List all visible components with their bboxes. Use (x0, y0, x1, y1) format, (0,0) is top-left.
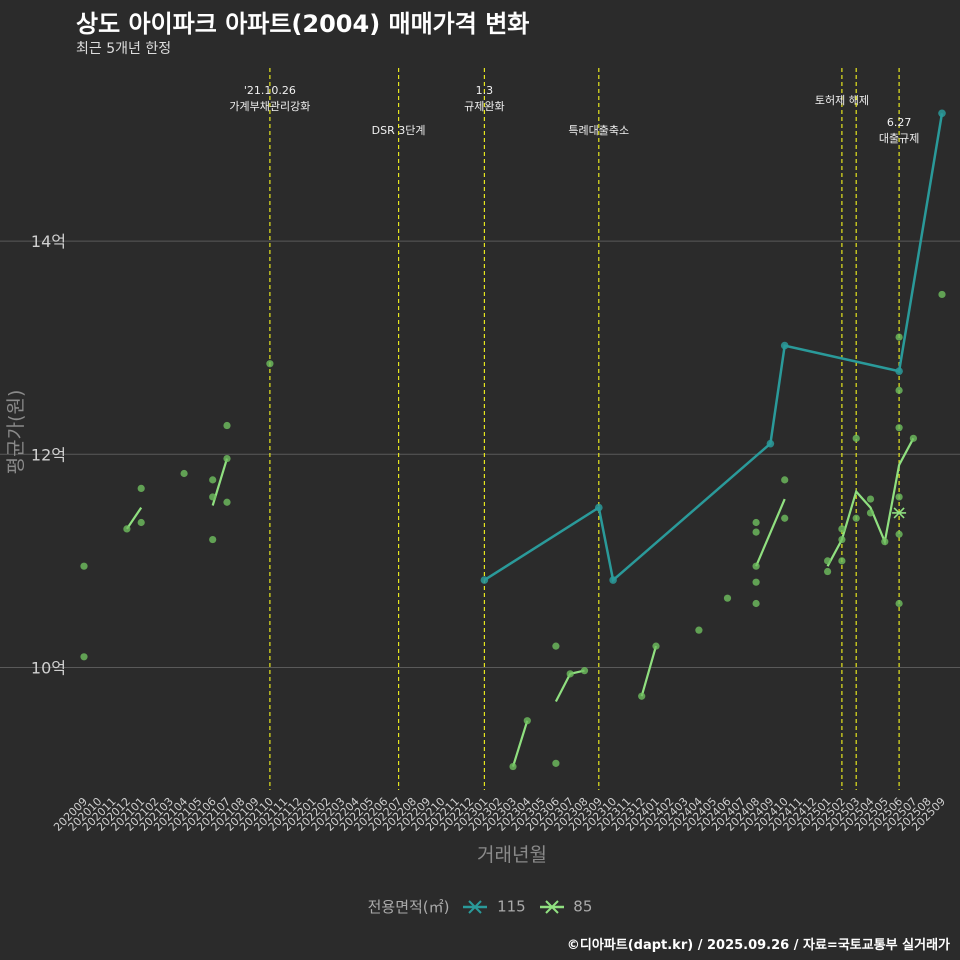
series-85-point (838, 557, 846, 565)
series-85-point (752, 599, 760, 608)
series-85-point (695, 626, 703, 634)
legend: 전용면적(㎡) 115 85 (0, 896, 960, 917)
data-points (80, 109, 946, 771)
series-85-point (895, 333, 903, 341)
event-label: 특례대출축소 (568, 124, 629, 137)
y-tick-labels: 10억 12억 14억 (31, 232, 66, 677)
series-85-point (723, 594, 732, 602)
event-label: DSR 3단계 (372, 124, 426, 137)
series-85-point (123, 525, 131, 533)
series-85-line (511, 720, 529, 767)
series-85-point (895, 599, 903, 608)
event-label: 대출규제 (879, 132, 919, 145)
event-label: 규제완화 (464, 100, 504, 113)
series-85-point (652, 642, 660, 650)
marker-stroke (893, 507, 905, 519)
chart-title: 상도 아이파크 아파트(2004) 매매가격 변화 (76, 10, 530, 38)
series-115-line (483, 113, 944, 583)
series-85-point (80, 653, 88, 661)
series-85-point (223, 498, 231, 506)
series-85-point (209, 535, 217, 544)
legend-title: 전용면적(㎡) (367, 898, 450, 916)
series-85-line (755, 498, 786, 567)
series-115-point (766, 439, 775, 448)
series-85-point (895, 530, 903, 538)
x-axis-label: 거래년월 (477, 844, 547, 866)
series-115-point (480, 576, 489, 584)
series-85-point (752, 562, 760, 570)
series-115-point (938, 109, 946, 118)
series-85-marker (892, 507, 907, 519)
series-85-point (509, 762, 517, 771)
series-85-point (824, 567, 832, 576)
series-85-point (752, 528, 760, 536)
series-85-point (552, 759, 560, 767)
series-85-point (209, 493, 217, 501)
series-85-point (909, 434, 918, 442)
source-caption: ©디아파트(dapt.kr) / 2025.09.26 / 자료=국토교통부 실… (566, 938, 950, 953)
grid-lines (0, 240, 960, 668)
series-85-point (895, 424, 903, 432)
series-85-point (266, 360, 274, 368)
event-label: 1.3 (476, 84, 494, 97)
series-85-point (180, 469, 188, 478)
series-85-point (80, 562, 88, 570)
series-85-point (580, 667, 589, 675)
series-85-point (866, 509, 875, 517)
series-85-point (638, 692, 646, 700)
legend-key-115-icon (463, 899, 488, 914)
legend-label-115: 115 (497, 897, 526, 916)
series-85-point (137, 484, 145, 493)
series-85-point (752, 578, 760, 586)
series-115-point (609, 576, 617, 584)
series-115-point (595, 503, 603, 512)
series-85-point (824, 557, 832, 565)
series-85-point (752, 518, 760, 527)
legend-key-85-icon (539, 899, 564, 914)
event-label: '21.10.26 (244, 84, 296, 97)
y-tick-label: 14억 (31, 232, 66, 251)
event-label: 토허제 해제 (815, 93, 869, 107)
series-85-line (640, 645, 658, 697)
series-85-point (523, 717, 531, 725)
series-85-point (838, 535, 846, 544)
chart-subtitle: 최근 5개년 한정 (76, 41, 172, 57)
series-85-point (881, 538, 889, 546)
y-tick-label: 12억 (31, 445, 66, 464)
y-tick-label: 10억 (31, 658, 66, 677)
event-label: 6.27 (887, 116, 912, 129)
series-85-point (838, 525, 846, 533)
series-85-point (895, 493, 903, 501)
series-85-point (781, 476, 789, 484)
series-115-point (780, 341, 789, 350)
event-label: 가계부채관리강화 (229, 100, 310, 113)
y-axis-label: 평균가(원) (5, 390, 27, 475)
series-85-point (552, 642, 560, 650)
series-85-point (938, 290, 946, 299)
series-115-point (895, 367, 903, 375)
series-85-point (781, 514, 789, 522)
series-lines (125, 113, 944, 767)
series-85-point (895, 386, 903, 394)
series-85-point (223, 421, 231, 430)
series-85-point (852, 514, 860, 522)
series-85-line (125, 506, 143, 530)
legend-label-85: 85 (573, 897, 593, 916)
series-85-point (209, 476, 217, 484)
series-85-point (852, 434, 860, 442)
x-tick-labels: 2020092020102020112020122021012021022021… (51, 795, 948, 834)
series-85-point (866, 495, 875, 503)
series-85-point (566, 670, 574, 678)
series-85-point (137, 518, 145, 527)
series-85-point (223, 454, 231, 463)
